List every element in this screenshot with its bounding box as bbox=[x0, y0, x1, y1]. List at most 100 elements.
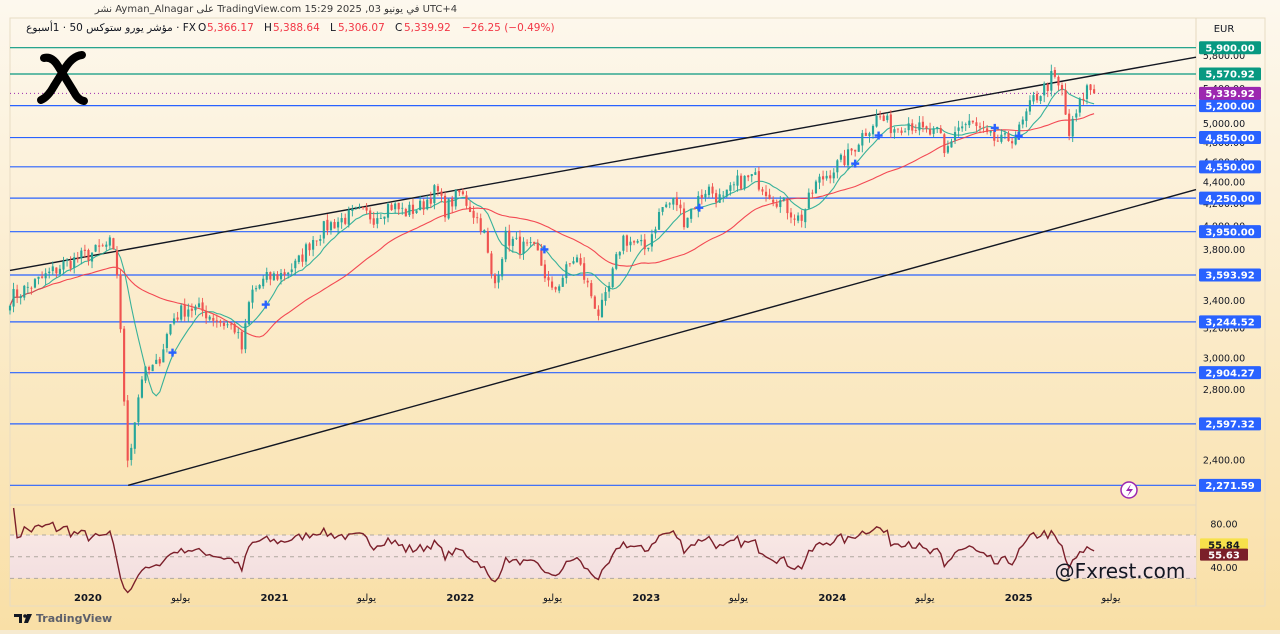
candle-body bbox=[237, 332, 240, 333]
candle bbox=[1050, 64, 1053, 97]
candle bbox=[365, 203, 368, 215]
candle bbox=[575, 254, 579, 263]
candle-body bbox=[889, 114, 892, 134]
level-badge-bg bbox=[1199, 478, 1261, 492]
candle bbox=[308, 242, 311, 256]
candle bbox=[1025, 108, 1028, 128]
candle bbox=[326, 214, 329, 236]
candle bbox=[661, 207, 664, 216]
candle-body bbox=[729, 185, 732, 191]
candle-body bbox=[875, 115, 878, 127]
candle-body bbox=[287, 272, 290, 275]
candle bbox=[33, 277, 37, 289]
candle bbox=[508, 224, 511, 252]
candle bbox=[237, 328, 240, 339]
candle-body bbox=[197, 303, 201, 308]
candle-body bbox=[379, 218, 382, 219]
candle-body bbox=[1032, 95, 1035, 102]
candle-body bbox=[208, 316, 211, 320]
candle bbox=[747, 174, 750, 182]
candle bbox=[579, 253, 582, 266]
candle bbox=[37, 276, 40, 285]
candle-body bbox=[657, 212, 661, 230]
candle bbox=[768, 188, 771, 200]
candle-body bbox=[518, 236, 522, 254]
candle bbox=[946, 140, 949, 154]
candle-body bbox=[904, 131, 907, 133]
candle bbox=[233, 321, 236, 335]
candle bbox=[704, 190, 707, 202]
candle bbox=[201, 297, 204, 317]
candle-body bbox=[640, 239, 643, 242]
candle bbox=[1075, 109, 1078, 122]
candle bbox=[262, 275, 265, 289]
candle bbox=[83, 244, 86, 258]
level-badge-label: 4,550.00 bbox=[1205, 163, 1254, 174]
candle bbox=[461, 188, 464, 196]
candle bbox=[240, 329, 243, 354]
time-tick-label: 2023 bbox=[632, 593, 660, 604]
candle bbox=[558, 284, 561, 294]
candle bbox=[1046, 82, 1049, 98]
candle bbox=[501, 257, 504, 281]
level-price-badge: 2,271.59 bbox=[1199, 478, 1261, 492]
candle bbox=[158, 356, 161, 367]
candle-body bbox=[1050, 71, 1053, 91]
level-badge-label: 3,593.92 bbox=[1205, 271, 1254, 282]
candle bbox=[222, 320, 226, 330]
candle-body bbox=[739, 175, 743, 189]
candle bbox=[137, 394, 140, 426]
candle-body bbox=[622, 235, 625, 251]
candle-body bbox=[725, 189, 728, 197]
candle bbox=[130, 443, 133, 466]
level-price-badge: 4,850.00 bbox=[1199, 131, 1261, 144]
lightning-icon[interactable] bbox=[1120, 481, 1138, 499]
candle bbox=[690, 208, 693, 223]
candle-body bbox=[69, 260, 72, 269]
level-badge-label: 3,950.00 bbox=[1205, 227, 1254, 238]
candle bbox=[686, 217, 689, 229]
candle bbox=[194, 304, 197, 316]
level-badge-bg bbox=[1199, 86, 1261, 100]
candle bbox=[889, 110, 892, 138]
candle-body bbox=[754, 172, 757, 175]
candle bbox=[839, 153, 842, 163]
candle-body bbox=[276, 274, 279, 280]
candle-body bbox=[697, 195, 700, 211]
candle bbox=[629, 236, 632, 252]
candle bbox=[1068, 109, 1071, 141]
candle-body bbox=[625, 235, 629, 246]
candle bbox=[672, 197, 675, 210]
candle bbox=[615, 251, 618, 271]
candle-body bbox=[679, 204, 682, 209]
candle bbox=[679, 199, 682, 214]
candle-body bbox=[8, 305, 12, 311]
time-tick-label: يوليو bbox=[356, 593, 376, 604]
candle bbox=[180, 303, 183, 322]
candle-body bbox=[868, 133, 871, 137]
candle-body bbox=[73, 257, 76, 268]
candle-body bbox=[351, 208, 354, 211]
candle bbox=[472, 205, 475, 224]
candle-body bbox=[165, 334, 168, 348]
candle bbox=[743, 175, 746, 191]
candle-body bbox=[308, 243, 311, 251]
candle bbox=[329, 220, 333, 235]
candle bbox=[732, 181, 735, 191]
candle bbox=[80, 247, 83, 265]
candle-body bbox=[957, 127, 960, 131]
candle bbox=[761, 186, 764, 196]
candle-body bbox=[1003, 133, 1007, 135]
candle-body bbox=[743, 175, 746, 189]
candle bbox=[736, 169, 739, 192]
candle bbox=[590, 280, 593, 299]
candle-body bbox=[814, 181, 818, 194]
candle-body bbox=[1057, 76, 1060, 86]
candle-body bbox=[326, 219, 329, 231]
candle-body bbox=[304, 244, 308, 262]
open-label: O bbox=[198, 22, 206, 34]
candle bbox=[440, 188, 443, 203]
candle bbox=[871, 124, 875, 139]
candle-body bbox=[950, 141, 953, 148]
